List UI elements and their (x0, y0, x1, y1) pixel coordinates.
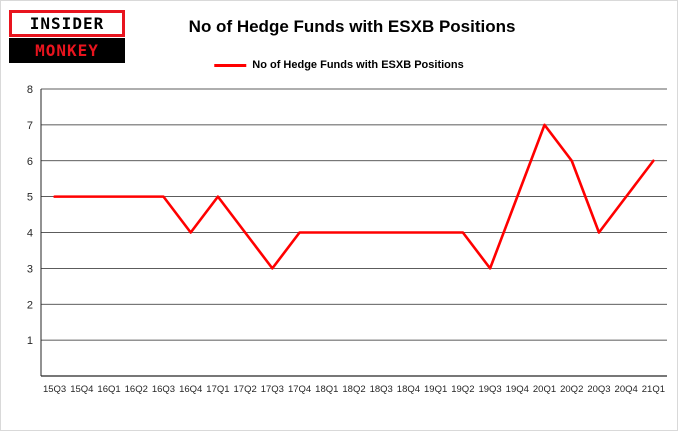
y-tick-label: 6 (27, 156, 33, 168)
y-tick-label: 7 (27, 120, 33, 132)
x-tick-label: 17Q3 (261, 384, 284, 395)
x-tick-label: 17Q4 (288, 384, 311, 395)
y-tick-label: 3 (27, 263, 33, 275)
insider-monkey-logo: INSIDER MONKEY (9, 10, 125, 63)
y-tick-label: 8 (27, 84, 33, 96)
y-tick-label: 2 (27, 299, 33, 311)
x-tick-label: 20Q1 (533, 384, 556, 395)
logo-monkey-text: MONKEY (9, 38, 125, 63)
x-tick-label: 16Q1 (97, 384, 120, 395)
x-tick-label: 18Q1 (315, 384, 338, 395)
x-tick-label: 17Q2 (234, 384, 257, 395)
y-tick-label: 1 (27, 335, 33, 347)
legend-line-swatch (214, 63, 247, 67)
x-tick-label: 16Q2 (125, 384, 148, 395)
x-tick-label: 20Q4 (615, 384, 638, 395)
x-tick-label: 17Q1 (206, 384, 229, 395)
x-tick-label: 15Q4 (70, 384, 93, 395)
legend-label: No of Hedge Funds with ESXB Positions (252, 59, 464, 71)
logo-insider-text: INSIDER (9, 10, 125, 37)
series-line (53, 123, 655, 270)
x-tick-label: 16Q4 (179, 384, 202, 395)
x-tick-label: 15Q3 (43, 384, 66, 395)
y-tick-label: 4 (27, 228, 33, 240)
x-tick-label: 19Q4 (506, 384, 529, 395)
x-tick-label: 19Q3 (478, 384, 501, 395)
x-tick-label: 16Q3 (152, 384, 175, 395)
x-tick-label: 18Q2 (342, 384, 365, 395)
x-tick-label: 18Q4 (397, 384, 420, 395)
x-tick-label: 19Q2 (451, 384, 474, 395)
chart-title: No of Hedge Funds with ESXB Positions (188, 17, 516, 36)
y-tick-label: 5 (27, 192, 33, 204)
x-tick-label: 18Q3 (370, 384, 393, 395)
x-tick-label: 20Q3 (587, 384, 610, 395)
x-tick-label: 21Q1 (642, 384, 665, 395)
legend: No of Hedge Funds with ESXB Positions (214, 59, 464, 71)
x-tick-label: 19Q1 (424, 384, 447, 395)
x-tick-label: 20Q2 (560, 384, 583, 395)
